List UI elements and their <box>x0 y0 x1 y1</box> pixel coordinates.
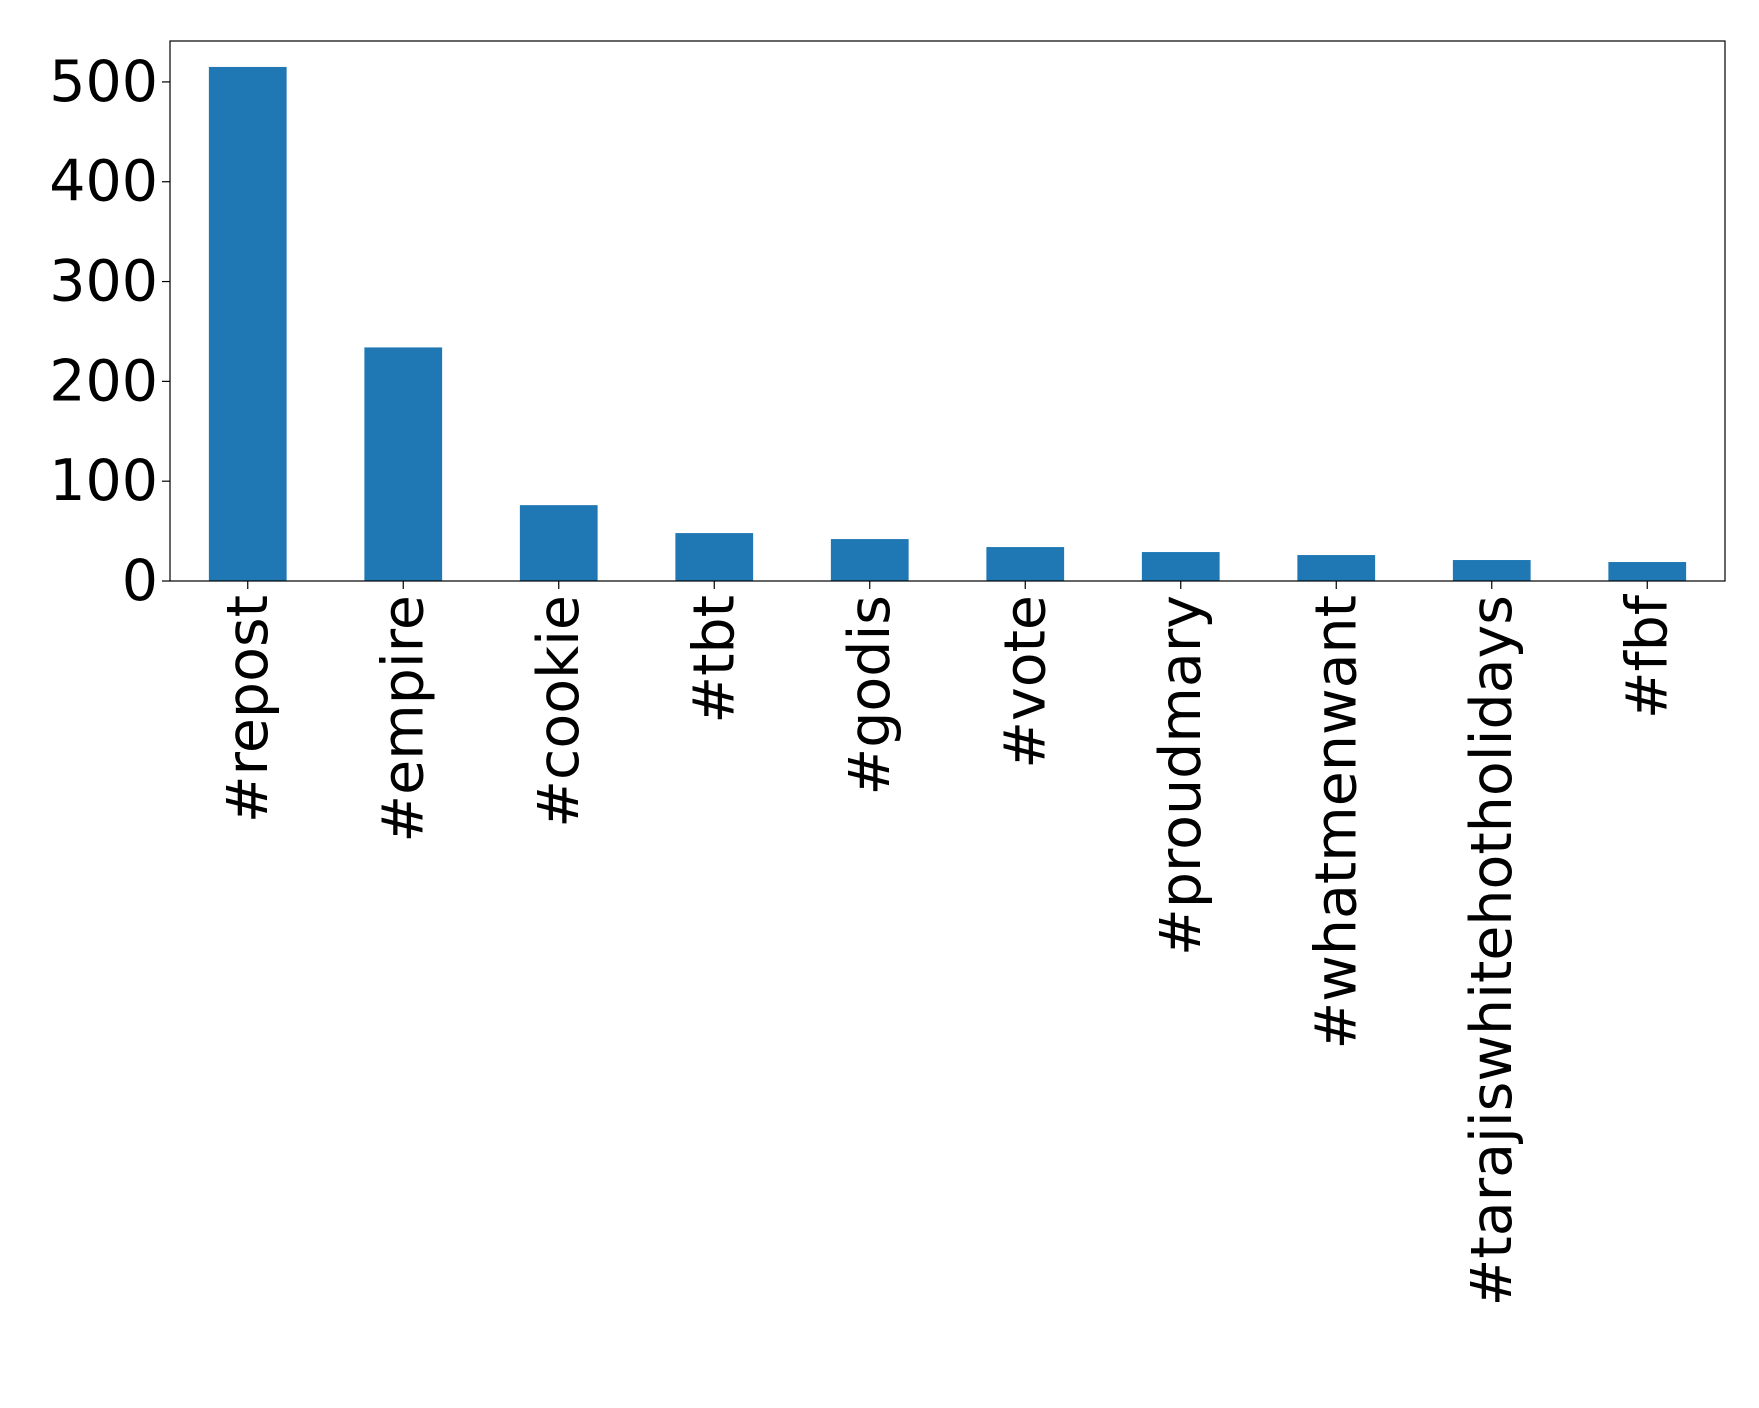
bar-tarajiswhitehotholidays <box>1452 560 1531 581</box>
bar-fbf <box>1608 562 1687 581</box>
y-tick-label: 200 <box>49 348 158 414</box>
x-tick-label: #proudmary <box>1148 595 1214 956</box>
plot-frame <box>169 40 1726 582</box>
bar-tbt <box>675 533 754 581</box>
y-tick-label: 100 <box>49 448 158 514</box>
y-axis: 0 100 200 300 400 500 <box>49 49 170 614</box>
x-tick-label: #whatmenwant <box>1303 595 1369 1050</box>
bar-whatmenwant <box>1297 555 1376 581</box>
bars-group <box>208 66 1687 581</box>
x-axis: #repost #empire #cookie #tbt #godis #vote #pro… <box>215 581 1680 1306</box>
y-tick-label: 300 <box>49 249 158 315</box>
x-tick-label: #vote <box>992 595 1058 769</box>
bar-godis <box>830 539 909 581</box>
x-tick-label: #tbt <box>681 595 747 724</box>
bar-empire <box>364 347 443 581</box>
bar-repost <box>208 66 287 581</box>
y-tick-label: 0 <box>122 548 158 614</box>
x-tick-label: #cookie <box>526 595 592 828</box>
x-tick-label: #fbf <box>1614 593 1680 719</box>
bar-vote <box>986 547 1065 581</box>
x-tick-label: #empire <box>370 595 436 843</box>
x-tick-label: #tarajiswhitehotholidays <box>1459 595 1525 1306</box>
x-tick-label: #repost <box>215 595 281 823</box>
y-tick-label: 500 <box>49 49 158 115</box>
bar-cookie <box>519 505 598 581</box>
x-tick-label: #godis <box>837 595 903 796</box>
bar-proudmary <box>1141 552 1220 581</box>
y-tick-label: 400 <box>49 149 158 215</box>
